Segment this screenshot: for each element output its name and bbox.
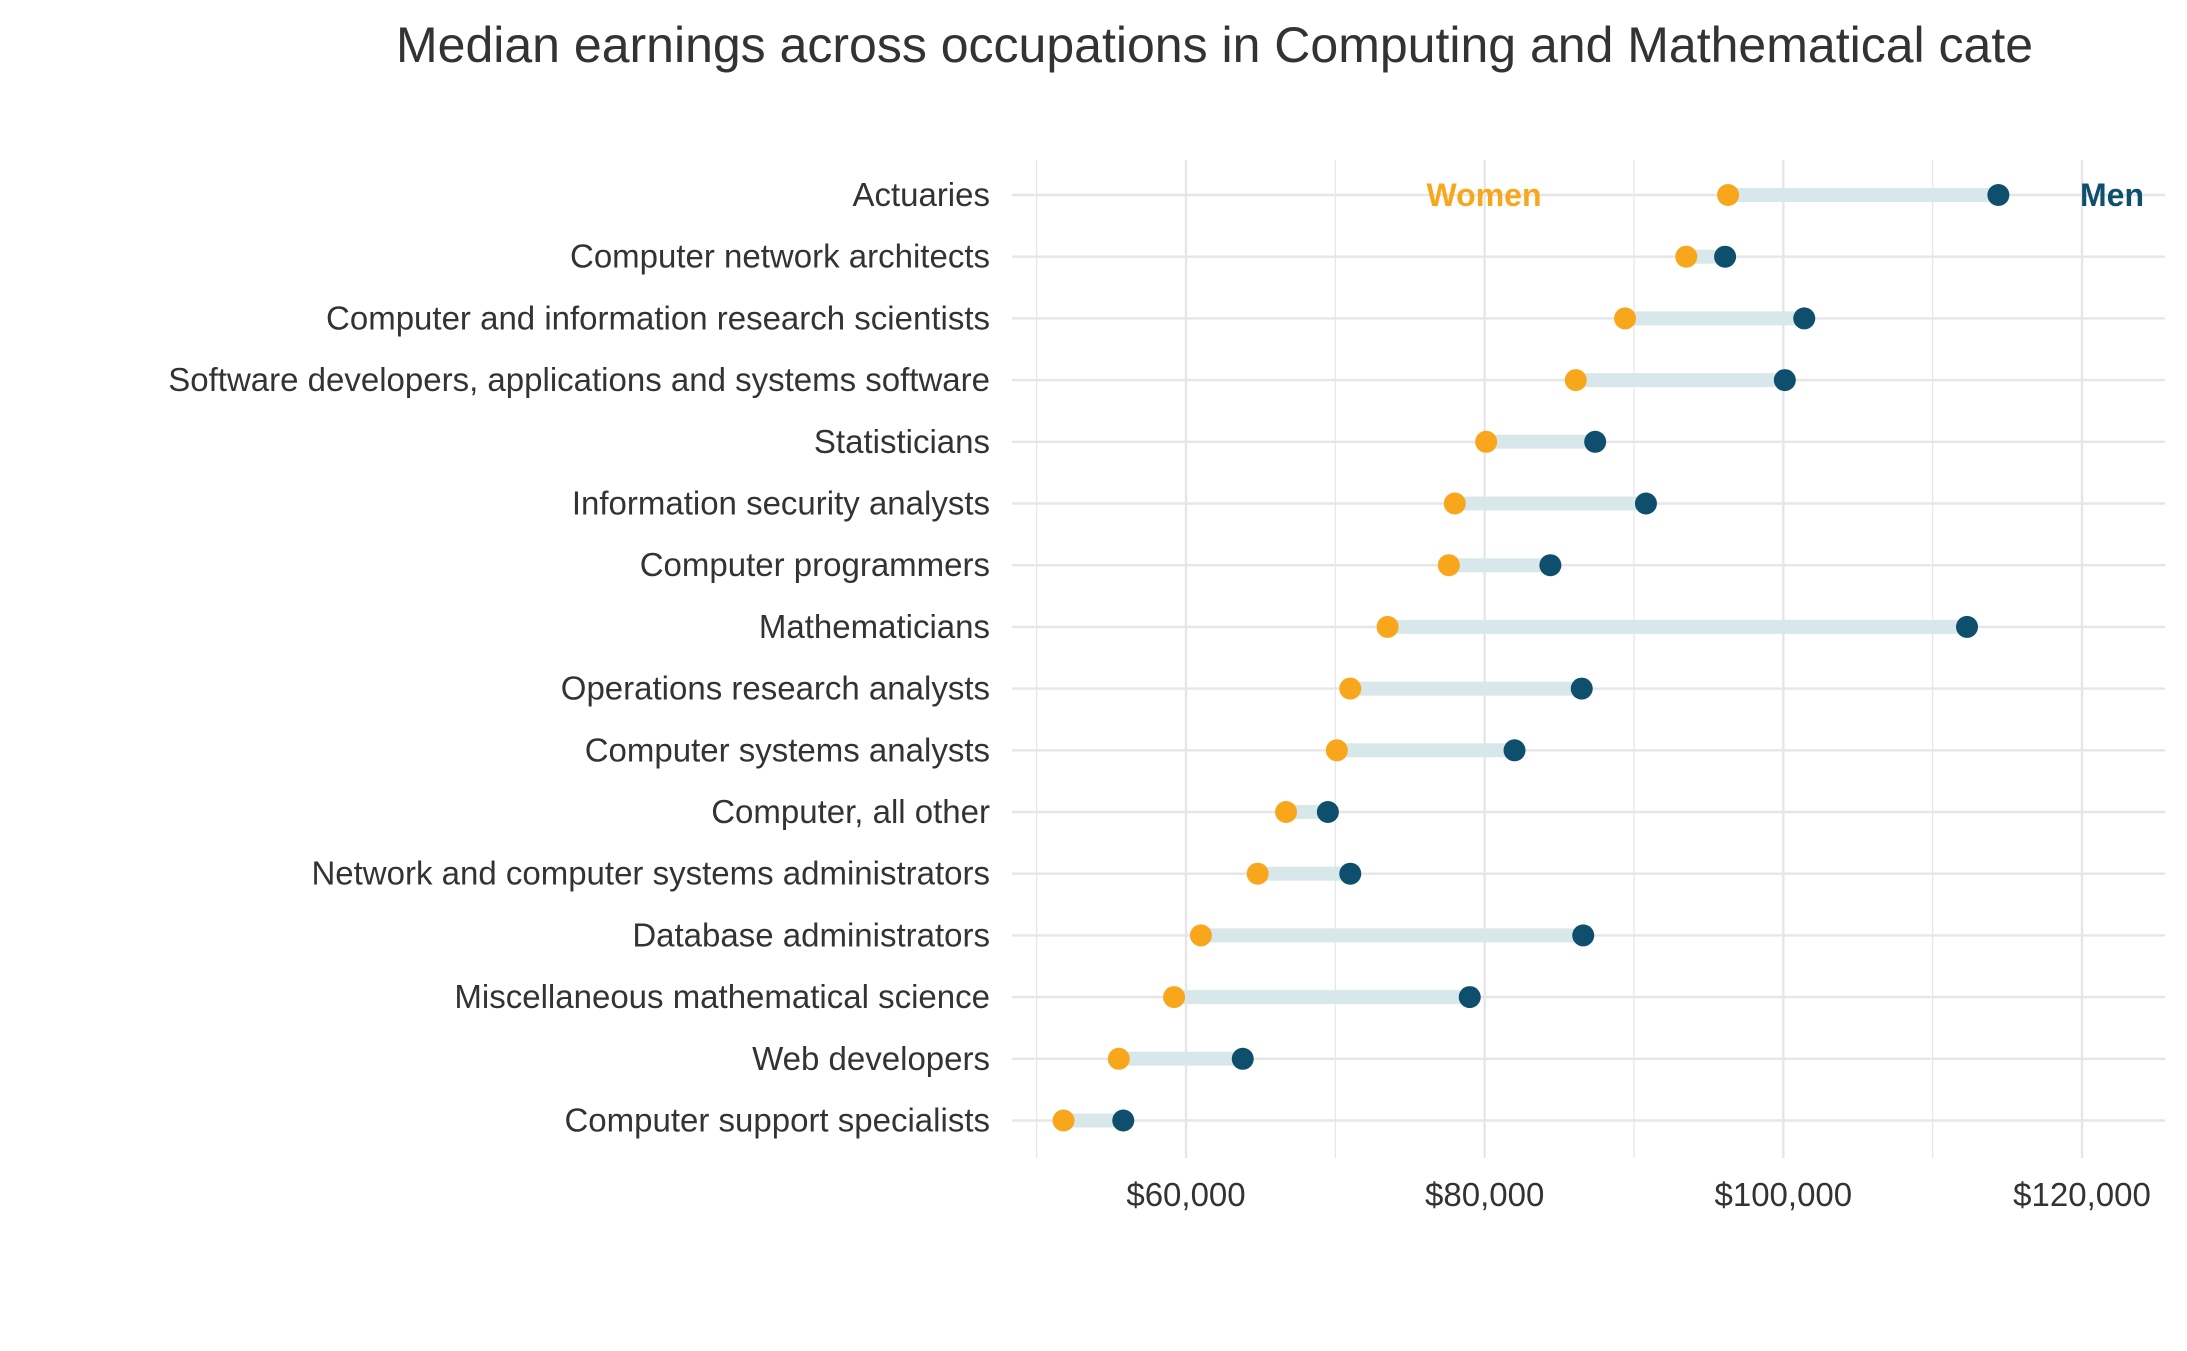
men-point: [1714, 245, 1737, 268]
legend-women-label: Women: [1427, 177, 1542, 213]
category-label: Web developers: [752, 1040, 990, 1077]
men-point: [1539, 554, 1562, 577]
women-point: [1475, 430, 1498, 453]
women-point: [1163, 986, 1186, 1009]
women-point: [1052, 1109, 1075, 1132]
x-tick-label: $100,000: [1715, 1176, 1853, 1213]
women-point: [1564, 369, 1587, 392]
women-point: [1339, 677, 1362, 700]
category-label: Computer, all other: [711, 793, 990, 830]
legend-men-label: Men: [2080, 177, 2144, 213]
x-axis-tick-labels: $60,000 $80,000 $100,000 $120,000: [1126, 1176, 2150, 1213]
men-point: [1231, 1047, 1254, 1070]
men-point: [1112, 1109, 1135, 1132]
men-point: [1570, 677, 1593, 700]
men-point: [1584, 430, 1607, 453]
category-label: Computer support specialists: [564, 1102, 990, 1139]
women-point: [1717, 184, 1740, 206]
category-label: Miscellaneous mathematical science: [454, 978, 990, 1015]
women-point: [1275, 801, 1298, 823]
segment-layer: [1063, 188, 1999, 1128]
women-point: [1614, 307, 1637, 330]
women-point: [1675, 245, 1698, 268]
men-point: [1634, 492, 1657, 515]
category-label: Computer systems analysts: [585, 731, 990, 768]
men-point: [1987, 184, 2010, 206]
men-point: [1339, 862, 1362, 885]
category-label: Operations research analysts: [561, 670, 990, 707]
grid-layer: [1012, 160, 2165, 1158]
men-point: [1793, 307, 1816, 330]
women-point: [1246, 862, 1269, 885]
category-label: Mathematicians: [759, 608, 990, 645]
category-label: Computer programmers: [640, 546, 990, 583]
men-point: [1458, 986, 1481, 1009]
men-point: [1956, 615, 1979, 638]
category-label: Database administrators: [632, 916, 990, 953]
category-label: Computer network architects: [570, 238, 990, 275]
category-label: Computer and information research scient…: [326, 299, 990, 336]
point-layer: [1052, 184, 2010, 1132]
category-labels: Actuaries Computer network architects Comp…: [168, 176, 990, 1139]
men-point: [1503, 739, 1526, 762]
category-label: Statisticians: [814, 423, 990, 460]
women-point: [1443, 492, 1466, 515]
women-point: [1107, 1047, 1130, 1070]
chart-title: Median earnings across occupations in Co…: [396, 17, 2034, 73]
women-point: [1189, 924, 1212, 947]
x-tick-label: $120,000: [2013, 1176, 2151, 1213]
x-tick-label: $80,000: [1425, 1176, 1544, 1213]
women-point: [1437, 554, 1460, 577]
men-point: [1773, 369, 1796, 392]
category-label: Information security analysts: [572, 485, 990, 522]
category-label: Network and computer systems administrat…: [311, 855, 990, 892]
men-point: [1572, 924, 1595, 947]
men-point: [1316, 801, 1339, 823]
category-label: Actuaries: [852, 176, 990, 213]
women-point: [1325, 739, 1348, 762]
legend: Women Men: [1427, 177, 2144, 213]
category-label: Software developers, applications and sy…: [168, 361, 990, 398]
women-point: [1376, 615, 1399, 638]
x-tick-label: $60,000: [1126, 1176, 1245, 1213]
